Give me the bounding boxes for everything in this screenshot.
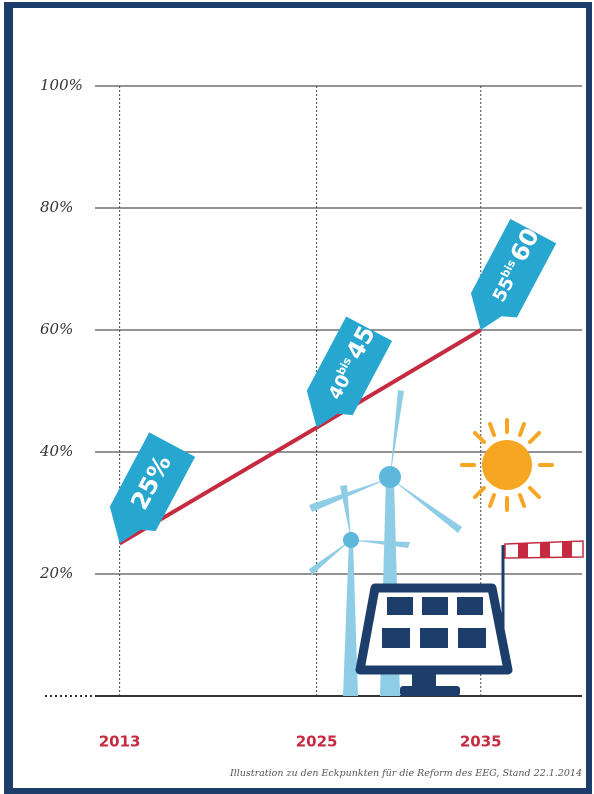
illustration <box>309 390 584 696</box>
line <box>118 328 482 546</box>
y-tick-label: 20% <box>39 564 73 582</box>
sun <box>460 418 554 512</box>
callout-shape <box>109 432 196 544</box>
callout-shape <box>470 218 557 330</box>
x-tick-label: 2025 <box>296 733 338 751</box>
x-tick-label: 2013 <box>99 733 141 751</box>
callout-shape <box>306 316 393 428</box>
frame-left <box>4 2 13 794</box>
solar-panel <box>355 583 513 696</box>
footnote: Illustration zu den Eckpunkten für die R… <box>229 768 582 779</box>
y-tick-label: 100% <box>40 76 83 94</box>
y-tick-label: 60% <box>40 320 73 338</box>
y-tick-label: 40% <box>39 442 73 460</box>
x-tick-label: 2035 <box>460 733 502 751</box>
y-tick-label: 80% <box>40 198 73 216</box>
